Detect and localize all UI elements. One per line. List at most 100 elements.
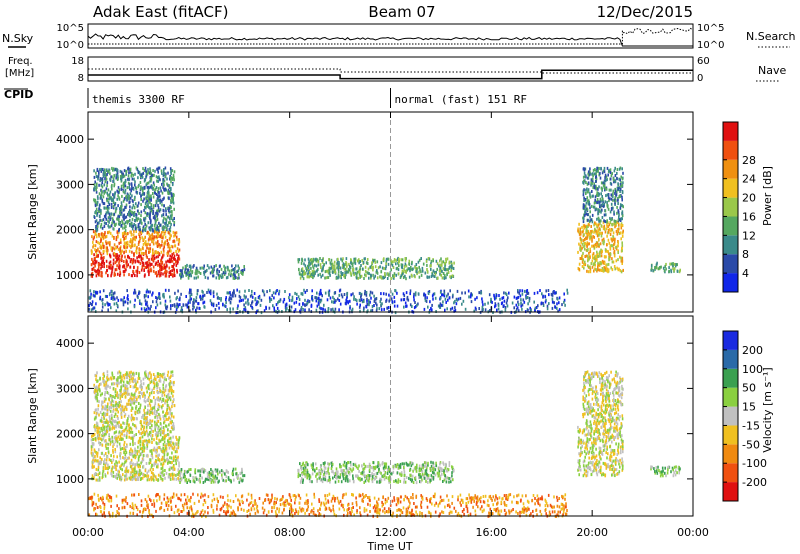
time-axis-ticks: 00:00 04:00 08:00 12:00 16:00 20:00 00:00 bbox=[72, 526, 709, 539]
n-sky-label: N.Sky bbox=[2, 32, 34, 45]
x-tick-label: 20:00 bbox=[576, 526, 608, 539]
velocity-axes: 1000 2000 3000 4000 bbox=[56, 316, 694, 516]
colorbar-swatch bbox=[723, 122, 738, 141]
colorbar-tick-label: 28 bbox=[742, 154, 756, 167]
scatter-region bbox=[297, 460, 455, 485]
colorbar-swatch bbox=[723, 349, 738, 369]
colorbar-swatch bbox=[723, 235, 738, 255]
cpid-row: themis 3300 RF normal (fast) 151 RF bbox=[87, 88, 527, 108]
frequency-trace bbox=[88, 69, 693, 80]
n-sky-tick-low: 10^0 bbox=[57, 40, 84, 51]
velocity-heatmap bbox=[88, 370, 681, 519]
freq-tick-low: 8 bbox=[78, 73, 84, 84]
x-tick-label: 00:00 bbox=[72, 526, 104, 539]
colorbar-tick-label: 12 bbox=[742, 229, 756, 242]
colorbar-tick-label: 16 bbox=[742, 210, 756, 223]
colorbar-swatch bbox=[723, 444, 738, 464]
power-heatmap bbox=[88, 166, 681, 315]
colorbar-swatch bbox=[723, 463, 738, 483]
n-search-trace bbox=[88, 27, 694, 45]
nave-trace bbox=[88, 68, 693, 74]
colorbar-tick-label: 100 bbox=[742, 363, 763, 376]
colorbar-tick-label: -50 bbox=[742, 438, 760, 451]
colorbar-tick-label: 8 bbox=[742, 248, 749, 261]
n-search-label: N.Search bbox=[746, 30, 796, 43]
colorbar-tick-label: 4 bbox=[742, 267, 749, 280]
y-tick-label: 1000 bbox=[56, 269, 84, 282]
scatter-region bbox=[93, 370, 176, 437]
colorbar-swatch bbox=[723, 368, 738, 388]
power-axes: 1000 2000 3000 4000 bbox=[56, 112, 694, 312]
colorbar-swatch bbox=[723, 425, 738, 445]
scatter-region bbox=[179, 263, 246, 280]
scatter-region bbox=[650, 465, 681, 478]
y-tick-label: 3000 bbox=[56, 382, 84, 395]
y-tick-label: 4000 bbox=[56, 133, 84, 146]
n-search-tick-low: 10^0 bbox=[697, 40, 724, 51]
scatter-region bbox=[90, 229, 181, 256]
nave-label: Nave bbox=[758, 64, 786, 77]
x-tick-label: 08:00 bbox=[274, 526, 306, 539]
colorbar-tick-label: -200 bbox=[742, 476, 767, 489]
colorbar-swatch bbox=[723, 178, 738, 198]
n-search-tick-high: 10^5 bbox=[697, 23, 724, 34]
velocity-colorbar-label: Velocity [m s⁻¹] bbox=[761, 367, 774, 452]
power-ylabel: Slant Range [km] bbox=[26, 164, 39, 260]
colorbar-swatch bbox=[723, 216, 738, 236]
scatter-region bbox=[650, 261, 681, 274]
scatter-region bbox=[582, 166, 624, 224]
y-tick-label: 4000 bbox=[56, 337, 84, 350]
scatter-region bbox=[577, 424, 624, 478]
nave-tick-high: 60 bbox=[697, 56, 710, 67]
colorbar-tick-label: 50 bbox=[742, 382, 756, 395]
colorbar-tick-label: 20 bbox=[742, 192, 756, 205]
colorbar-tick-label: 24 bbox=[742, 173, 756, 186]
freq-tick-high: 18 bbox=[71, 56, 84, 67]
colorbar-swatch bbox=[723, 254, 738, 274]
velocity-panel: 1000 2000 3000 4000 Slant Range [km] bbox=[26, 315, 694, 519]
x-tick-label: 12:00 bbox=[375, 526, 407, 539]
x-tick-label: 04:00 bbox=[173, 526, 205, 539]
scatter-region bbox=[90, 252, 181, 278]
beam-title: Beam 07 bbox=[368, 3, 435, 21]
colorbar-swatch bbox=[723, 197, 738, 217]
freq-label-line1: Freq. bbox=[8, 56, 33, 67]
x-tick-label: 00:00 bbox=[677, 526, 709, 539]
x-axis-label: Time UT bbox=[366, 540, 412, 553]
colorbar-swatch bbox=[723, 140, 738, 160]
colorbar-tick-label: 15 bbox=[742, 401, 756, 414]
colorbar-swatch bbox=[723, 387, 738, 407]
scatter-region bbox=[582, 370, 624, 428]
x-tick-label: 16:00 bbox=[475, 526, 507, 539]
cpid-segment-label: themis 3300 RF bbox=[92, 93, 185, 106]
nave-tick-low: 0 bbox=[697, 73, 703, 84]
power-colorbar-label: Power [dB] bbox=[761, 166, 774, 226]
colorbar-swatch bbox=[723, 406, 738, 426]
scatter-region bbox=[577, 220, 624, 274]
n-sky-tick-high: 10^5 bbox=[57, 23, 84, 34]
scatter-region bbox=[88, 492, 568, 519]
cpid-label: CPID bbox=[4, 88, 33, 101]
colorbar-tick-label: 200 bbox=[742, 344, 763, 357]
scatter-region bbox=[90, 433, 181, 482]
y-tick-label: 2000 bbox=[56, 428, 84, 441]
scatter-region bbox=[179, 467, 246, 484]
power-panel: 1000 2000 3000 4000 Slant Range [km] bbox=[26, 111, 694, 315]
colorbar-swatch bbox=[723, 482, 738, 501]
scatter-region bbox=[88, 288, 569, 315]
cpid-segment-label: normal (fast) 151 RF bbox=[395, 93, 527, 106]
freq-label-line2: [MHz] bbox=[5, 68, 34, 79]
n-sky-trace bbox=[87, 33, 693, 47]
velocity-ylabel: Slant Range [km] bbox=[26, 368, 39, 464]
y-tick-label: 3000 bbox=[56, 178, 84, 191]
colorbar-swatch bbox=[723, 273, 738, 292]
colorbar-swatch bbox=[723, 159, 738, 179]
colorbar-swatch bbox=[723, 331, 738, 350]
power-colorbar: 4 8 12 16 20 24 28 bbox=[722, 121, 756, 293]
y-tick-label: 2000 bbox=[56, 224, 84, 237]
freq-nave-panel bbox=[87, 56, 694, 82]
station-title: Adak East (fitACF) bbox=[93, 3, 228, 21]
scatter-region bbox=[297, 256, 455, 281]
colorbar-tick-label: -15 bbox=[742, 419, 760, 432]
